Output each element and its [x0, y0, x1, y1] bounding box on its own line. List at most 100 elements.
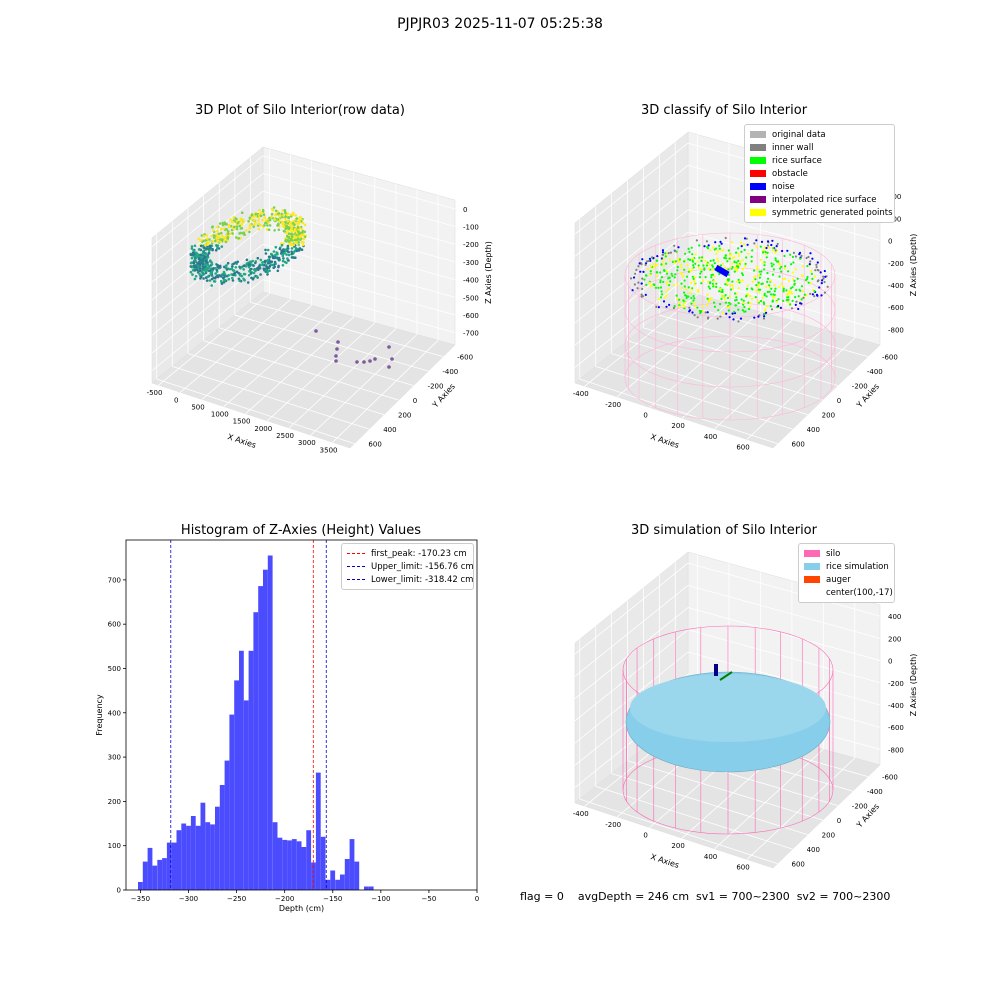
data-point: [285, 231, 288, 235]
data-point: [227, 274, 230, 277]
classified-point: [756, 285, 760, 288]
data-point: [199, 267, 202, 270]
data-point: [238, 224, 241, 228]
classified-point: [767, 277, 770, 280]
classified-point: [706, 297, 709, 300]
classified-point: [650, 264, 653, 268]
y-tick-label: -600: [882, 774, 898, 782]
classified-point: [741, 309, 744, 312]
classified-point: [684, 294, 687, 297]
classified-point: [737, 278, 740, 281]
y-tick-label: -400: [867, 368, 883, 376]
classified-point: [801, 265, 805, 268]
classified-point: [765, 256, 768, 259]
classified-point: [730, 241, 734, 244]
classified-point: [721, 288, 724, 292]
classified-point: [787, 270, 790, 273]
y-tick-label: -400: [442, 368, 458, 376]
classified-point: [660, 290, 663, 293]
histogram-bar: [224, 760, 230, 890]
classified-point: [786, 301, 790, 304]
z-tick-label: -600: [888, 724, 904, 732]
classified-point: [739, 260, 742, 263]
classified-point: [678, 258, 682, 261]
classified-point: [785, 299, 788, 302]
histogram-bar: [277, 837, 283, 890]
classified-point: [787, 298, 790, 301]
classified-point: [766, 244, 770, 247]
data-point: [273, 260, 277, 264]
data-point: [221, 238, 224, 241]
data-point: [261, 208, 265, 212]
classified-point: [635, 268, 638, 271]
classified-point: [771, 249, 774, 252]
classified-point: [775, 300, 778, 303]
data-point: [284, 220, 287, 224]
data-point: [193, 258, 197, 262]
legend-item: original data: [750, 128, 889, 141]
data-point: [290, 250, 293, 253]
classified-point: [683, 307, 686, 310]
data-point: [266, 266, 270, 270]
classified-point: [757, 300, 760, 303]
classified-point: [727, 268, 730, 271]
data-point: [233, 225, 236, 229]
data-point: [190, 256, 194, 260]
classified-point: [640, 295, 643, 298]
classified-point: [682, 299, 685, 302]
classified-point: [724, 294, 727, 297]
data-point: [209, 272, 213, 276]
classified-point: [737, 252, 740, 255]
data-point: [214, 249, 218, 252]
classified-point: [689, 291, 692, 294]
classified-point: [698, 276, 702, 279]
panel1-title: 3D Plot of Silo Interior(row data): [195, 103, 405, 118]
data-point: [223, 221, 227, 224]
x-tick-label: 0: [174, 396, 178, 404]
data-point: [198, 253, 202, 257]
classified-point: [727, 305, 731, 308]
classified-point: [701, 305, 704, 308]
classified-point: [657, 286, 660, 289]
classified-point: [643, 278, 646, 281]
data-point: [289, 213, 292, 216]
legend-item: silo: [804, 547, 889, 560]
classified-point: [687, 295, 690, 298]
data-point: [214, 275, 218, 279]
outlier-point: [334, 354, 338, 358]
classified-point: [683, 291, 686, 294]
classified-point: [794, 296, 797, 299]
classified-point: [752, 276, 756, 279]
classified-point: [640, 282, 643, 285]
data-point: [249, 272, 253, 275]
data-point: [277, 228, 281, 232]
classified-point: [772, 296, 775, 299]
classified-point: [737, 287, 740, 290]
data-point: [211, 247, 214, 251]
x-axis-label: X Axies: [649, 852, 680, 870]
classified-point: [697, 266, 700, 269]
classified-point: [793, 279, 796, 282]
data-point: [302, 237, 306, 241]
classified-point: [753, 316, 756, 319]
classified-point: [709, 281, 712, 284]
classified-point: [649, 270, 652, 273]
data-point: [241, 232, 245, 235]
legend-item: Lower_limit: -318.42 cm: [347, 573, 473, 586]
legend-swatch: [750, 170, 766, 177]
panel2-title: 3D classify of Silo Interior: [640, 103, 808, 118]
data-point: [291, 222, 295, 225]
classified-point: [726, 296, 730, 300]
classified-point: [815, 263, 818, 266]
classified-point: [721, 312, 725, 315]
grid-line: [574, 165, 689, 257]
data-point: [189, 270, 193, 274]
classified-point: [782, 287, 785, 290]
classified-point: [718, 272, 721, 276]
y-tick-label: 600: [108, 621, 121, 629]
data-point: [290, 227, 293, 231]
classified-point: [692, 266, 695, 269]
classified-point: [718, 290, 721, 293]
y-tick-label: 600: [792, 441, 805, 449]
data-point: [268, 218, 272, 222]
